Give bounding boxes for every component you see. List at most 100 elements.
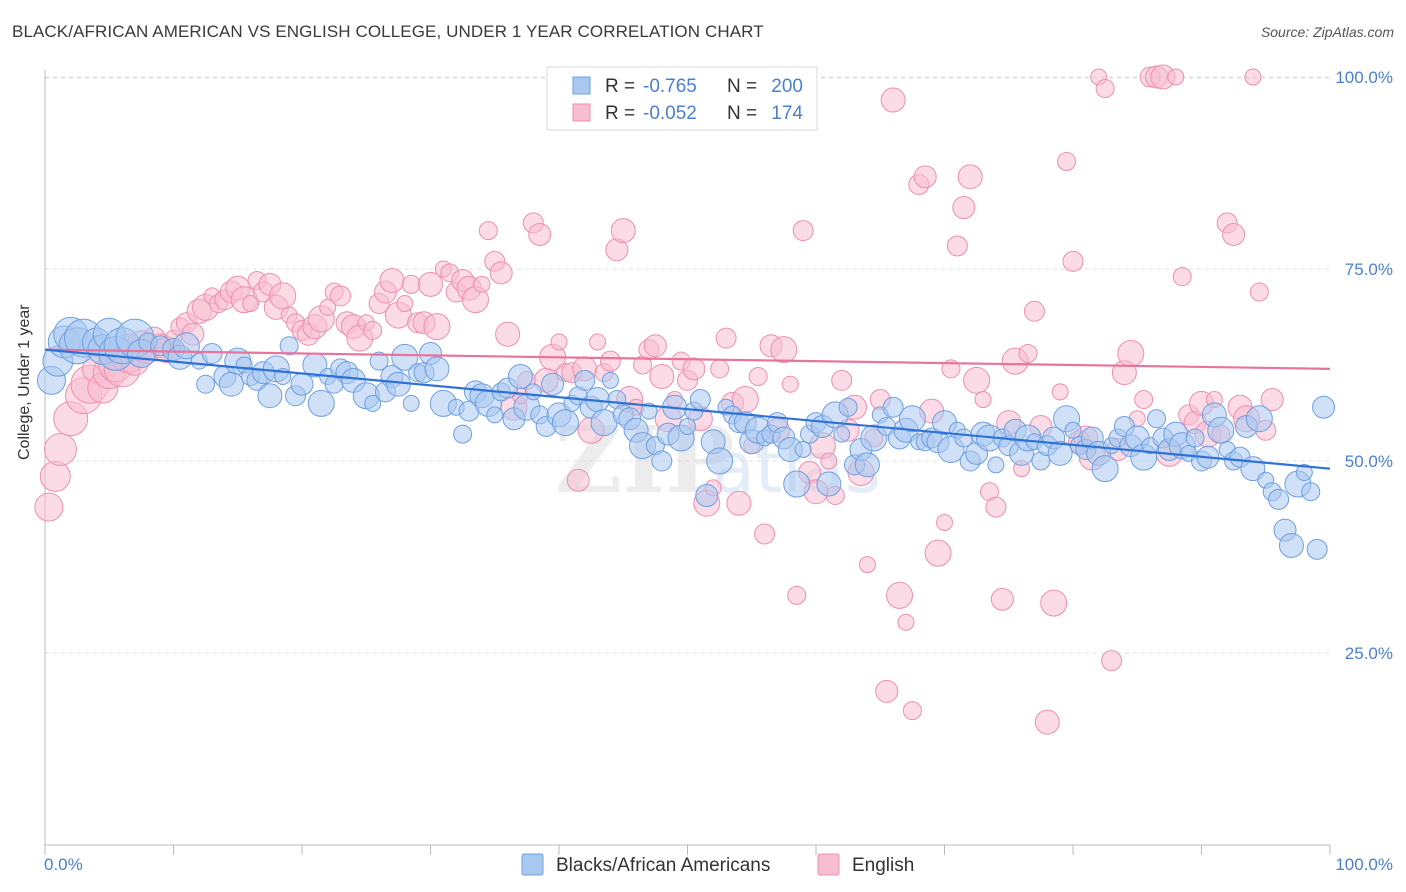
english-point [990, 587, 1014, 611]
blacks-point [651, 450, 673, 472]
english-point [1244, 68, 1262, 86]
blacks-point [1064, 421, 1082, 439]
english-point [589, 333, 607, 351]
blacks-point [369, 351, 389, 371]
english-point [1172, 267, 1192, 287]
blacks-trend-line [44, 348, 1331, 470]
y-tick-label: 100.0% [1335, 68, 1393, 87]
blacks-point [898, 405, 926, 433]
english-point [649, 364, 675, 390]
english-point [379, 268, 405, 294]
x-tick-label-left: 0.0% [44, 855, 83, 874]
blacks-point [290, 372, 314, 396]
blacks-point [783, 470, 811, 498]
english-point [43, 432, 77, 466]
english-point [1040, 589, 1068, 617]
blacks-point [364, 394, 382, 412]
blacks-point [689, 389, 711, 411]
english-point [1018, 343, 1038, 363]
blacks-point [574, 369, 596, 391]
r-label: R = [605, 103, 635, 124]
blacks-point [201, 342, 223, 364]
english-point [875, 679, 899, 703]
english-point [957, 164, 983, 190]
legend-item-blacks-swatch [521, 853, 544, 876]
blacks-point [854, 452, 880, 478]
english-point [1057, 151, 1077, 171]
english-point [1051, 383, 1069, 401]
english-point [913, 165, 937, 189]
english-point [478, 221, 498, 241]
blacks-point [524, 383, 542, 401]
english-point [1023, 300, 1045, 322]
english-point [792, 220, 814, 242]
english-point [269, 282, 297, 310]
english-point [1117, 339, 1145, 367]
y-tick-label: 25.0% [1345, 644, 1393, 663]
english-point [787, 585, 807, 605]
n-value: 200 [771, 76, 803, 97]
axes [44, 70, 1331, 855]
stats-legend: R = -0.765 N = 200 R = -0.052 N = 174 [546, 66, 818, 131]
blacks-point [507, 364, 533, 390]
blacks-point [1047, 440, 1073, 466]
english-point [242, 295, 260, 313]
english-point [566, 468, 590, 492]
blacks-point [987, 456, 1005, 474]
english-point [1101, 650, 1123, 672]
trend-lines [44, 348, 1331, 470]
english-point [401, 274, 421, 294]
blacks-point [1295, 464, 1313, 482]
english-point [902, 701, 922, 721]
blacks-point [279, 336, 299, 356]
english-point [1134, 390, 1154, 410]
english-point [936, 513, 953, 531]
english-point [1034, 709, 1060, 735]
english-point [1062, 250, 1084, 272]
english-point [643, 334, 667, 358]
legend-item-english-swatch [817, 853, 840, 876]
blacks-point [833, 425, 851, 443]
english-points [34, 64, 1284, 735]
stats-legend-swatch [572, 76, 591, 95]
english-point [985, 496, 1007, 518]
english-point [858, 556, 876, 574]
blacks-point [1185, 428, 1205, 448]
english-point [1095, 79, 1115, 99]
english-point [726, 490, 752, 516]
english-point [820, 452, 838, 470]
english-point [682, 357, 706, 381]
n-label: N = [727, 103, 757, 124]
x-tick-label-right: 100.0% [1335, 855, 1393, 874]
english-point [952, 196, 976, 220]
english-point [473, 275, 491, 293]
blacks-point [679, 417, 696, 435]
blacks-point [1268, 488, 1290, 510]
english-point [1260, 388, 1284, 412]
blacks-point [838, 397, 858, 417]
blacks-point [882, 396, 904, 418]
blacks-point [1091, 455, 1119, 483]
english-point [423, 313, 451, 341]
english-point [495, 321, 521, 347]
english-point [974, 391, 992, 409]
blacks-point [196, 374, 216, 394]
english-point [610, 218, 636, 244]
english-point [924, 539, 952, 567]
legend-item-blacks-label: Blacks/African Americans [556, 855, 770, 876]
blacks-point [1306, 538, 1328, 560]
english-point [831, 369, 853, 391]
english-point [528, 222, 552, 246]
english-point [363, 320, 383, 340]
english-point [34, 492, 64, 522]
blacks-point [816, 471, 842, 497]
english-point [489, 261, 513, 285]
blacks-point [402, 394, 420, 412]
english-point [1222, 222, 1246, 246]
english-point [550, 333, 568, 351]
english-point [599, 350, 621, 372]
blacks-point [706, 447, 734, 475]
english-point [880, 87, 906, 113]
blacks-point [551, 409, 579, 437]
english-point [781, 375, 799, 393]
